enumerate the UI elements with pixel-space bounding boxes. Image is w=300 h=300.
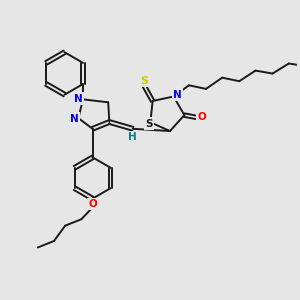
Text: O: O bbox=[198, 112, 206, 122]
Text: H: H bbox=[128, 132, 137, 142]
Text: O: O bbox=[88, 199, 97, 209]
Text: N: N bbox=[173, 90, 182, 100]
Text: N: N bbox=[70, 114, 79, 124]
Text: S: S bbox=[145, 119, 153, 129]
Text: N: N bbox=[74, 94, 83, 104]
Text: S: S bbox=[140, 76, 148, 86]
